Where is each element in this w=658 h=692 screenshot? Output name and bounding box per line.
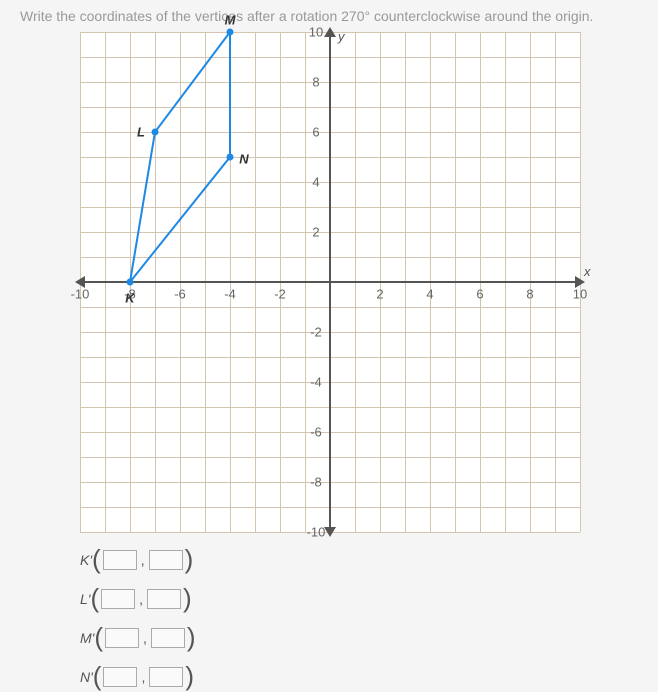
y-tick-label: -4	[310, 375, 322, 390]
y-tick-label: -6	[310, 425, 322, 440]
answer-label: N'	[80, 669, 93, 685]
vertex-point-m	[227, 29, 234, 36]
answer-input-x[interactable]	[103, 550, 137, 570]
paren-open: (	[90, 583, 99, 614]
y-tick-label: -8	[310, 475, 322, 490]
x-tick-label: 6	[476, 287, 483, 302]
vertex-label-k: K	[125, 291, 134, 306]
x-tick-label: 8	[526, 287, 533, 302]
paren-open: (	[94, 622, 103, 653]
answer-label: M'	[80, 630, 94, 646]
answer-label: L'	[80, 591, 90, 607]
answer-input-y[interactable]	[151, 628, 185, 648]
x-axis-label: x	[584, 264, 591, 279]
x-tick-label: 10	[573, 287, 587, 302]
x-tick-label: -2	[274, 287, 286, 302]
answer-input-x[interactable]	[101, 589, 135, 609]
paren-open: (	[92, 544, 101, 575]
x-tick-label: -4	[224, 287, 236, 302]
vertex-label-n: N	[239, 152, 248, 167]
answer-row-mprime: M'(,)	[80, 622, 638, 653]
coordinate-grid: -10-8-6-4-2246810-10-8-6-4-2246810yxKLMN	[80, 32, 580, 532]
vertex-label-m: M	[225, 13, 236, 28]
paren-close: )	[183, 583, 192, 614]
paren-close: )	[187, 622, 196, 653]
comma: ,	[141, 552, 145, 568]
vertex-point-k	[127, 279, 134, 286]
answer-label: K'	[80, 552, 92, 568]
comma: ,	[141, 669, 145, 685]
paren-close: )	[185, 544, 194, 575]
y-tick-label: 2	[312, 225, 319, 240]
y-tick-label: 6	[312, 125, 319, 140]
answer-section: K'(,)L'(,)M'(,)N'(,)	[80, 544, 638, 692]
y-tick-label: 4	[312, 175, 319, 190]
x-tick-label: 2	[376, 287, 383, 302]
y-tick-label: 8	[312, 75, 319, 90]
y-axis-arrow-up	[324, 27, 336, 37]
question-text: Write the coordinates of the vertices af…	[20, 8, 638, 24]
x-tick-label: -6	[174, 287, 186, 302]
x-tick-label: -10	[71, 287, 90, 302]
vertex-point-l	[152, 129, 159, 136]
y-axis	[329, 32, 331, 532]
x-tick-label: 4	[426, 287, 433, 302]
y-axis-arrow-down	[324, 527, 336, 537]
y-tick-label: -2	[310, 325, 322, 340]
answer-input-y[interactable]	[149, 550, 183, 570]
y-axis-label: y	[338, 29, 345, 44]
comma: ,	[139, 591, 143, 607]
answer-row-kprime: K'(,)	[80, 544, 638, 575]
answer-row-lprime: L'(,)	[80, 583, 638, 614]
answer-input-y[interactable]	[149, 667, 183, 687]
answer-row-nprime: N'(,)	[80, 661, 638, 692]
paren-close: )	[185, 661, 194, 692]
comma: ,	[143, 630, 147, 646]
y-tick-label: 10	[309, 25, 323, 40]
y-tick-label: -10	[307, 525, 326, 540]
paren-open: (	[93, 661, 102, 692]
vertex-label-l: L	[137, 125, 145, 140]
answer-input-x[interactable]	[105, 628, 139, 648]
answer-input-y[interactable]	[147, 589, 181, 609]
vertex-point-n	[227, 154, 234, 161]
answer-input-x[interactable]	[103, 667, 137, 687]
